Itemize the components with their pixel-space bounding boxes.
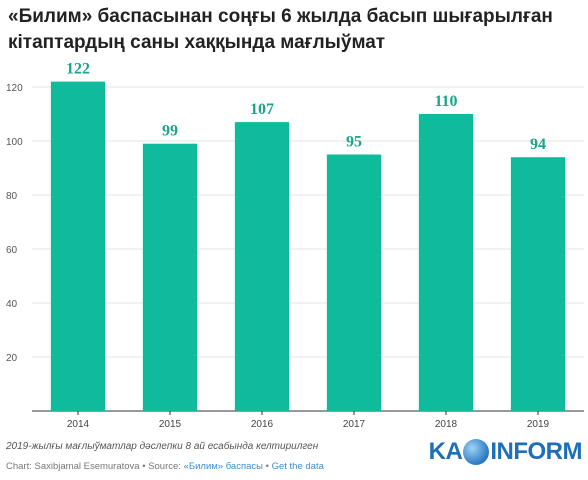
source-link[interactable]: «Билим» баспасы [183,461,263,472]
footnote: 2019-жылғы мағлыўматлар дәслепки 8 ай ес… [6,441,319,452]
chart-title-line-2: кітаптардың саны хаққында мағлыўмат [8,32,386,53]
get-the-data-link[interactable]: Get the data [271,461,324,472]
bar-2018 [418,114,474,411]
y-tick-label: 120 [6,83,23,94]
x-tick-label-2018: 2018 [435,419,458,430]
bar-chart: 20 40 60 80 100 120 122 2014 99 2015 107 2016 95 2017… [6,61,584,430]
y-tick-label: 20 [6,353,18,364]
bar-2017 [326,154,382,411]
x-tick-label-2014: 2014 [67,419,90,430]
karinform-logo: KA INFORM [429,438,582,466]
data-label-2016: 107 [250,101,274,118]
y-tick-label: 40 [6,299,18,310]
bar-2014 [50,81,106,411]
data-label-2015: 99 [162,123,178,140]
x-tick-label-2017: 2017 [343,419,366,430]
credit-separator: • [262,461,272,472]
chart-title: «Билим» баспасынан соңғы 6 жылда басып ш… [8,4,578,56]
y-tick-label: 60 [6,245,18,256]
chart-credit: Chart: Saxibjamal Esemuratova • Source: … [6,461,324,472]
data-label-2017: 95 [346,134,362,151]
bar-2019 [510,157,566,411]
y-tick-label: 100 [6,137,23,148]
chart-title-line-1: «Билим» баспасынан соңғы 6 жылда басып ш… [8,6,553,27]
y-tick-label: 80 [6,191,18,202]
bar-2016 [234,122,290,411]
globe-icon [463,439,490,465]
x-tick-label-2015: 2015 [159,419,182,430]
data-label-2018: 110 [434,93,457,110]
logo-text-right: INFORM [490,438,582,465]
logo-text-left: KA [428,438,463,465]
x-tick-label-2016: 2016 [251,419,274,430]
data-label-2019: 94 [530,136,546,153]
credit-prefix: Chart: Saxibjamal Esemuratova • Source: [6,461,184,472]
x-tick-label-2019: 2019 [527,419,550,430]
bar-2015 [142,143,198,411]
data-label-2014: 122 [66,61,90,78]
